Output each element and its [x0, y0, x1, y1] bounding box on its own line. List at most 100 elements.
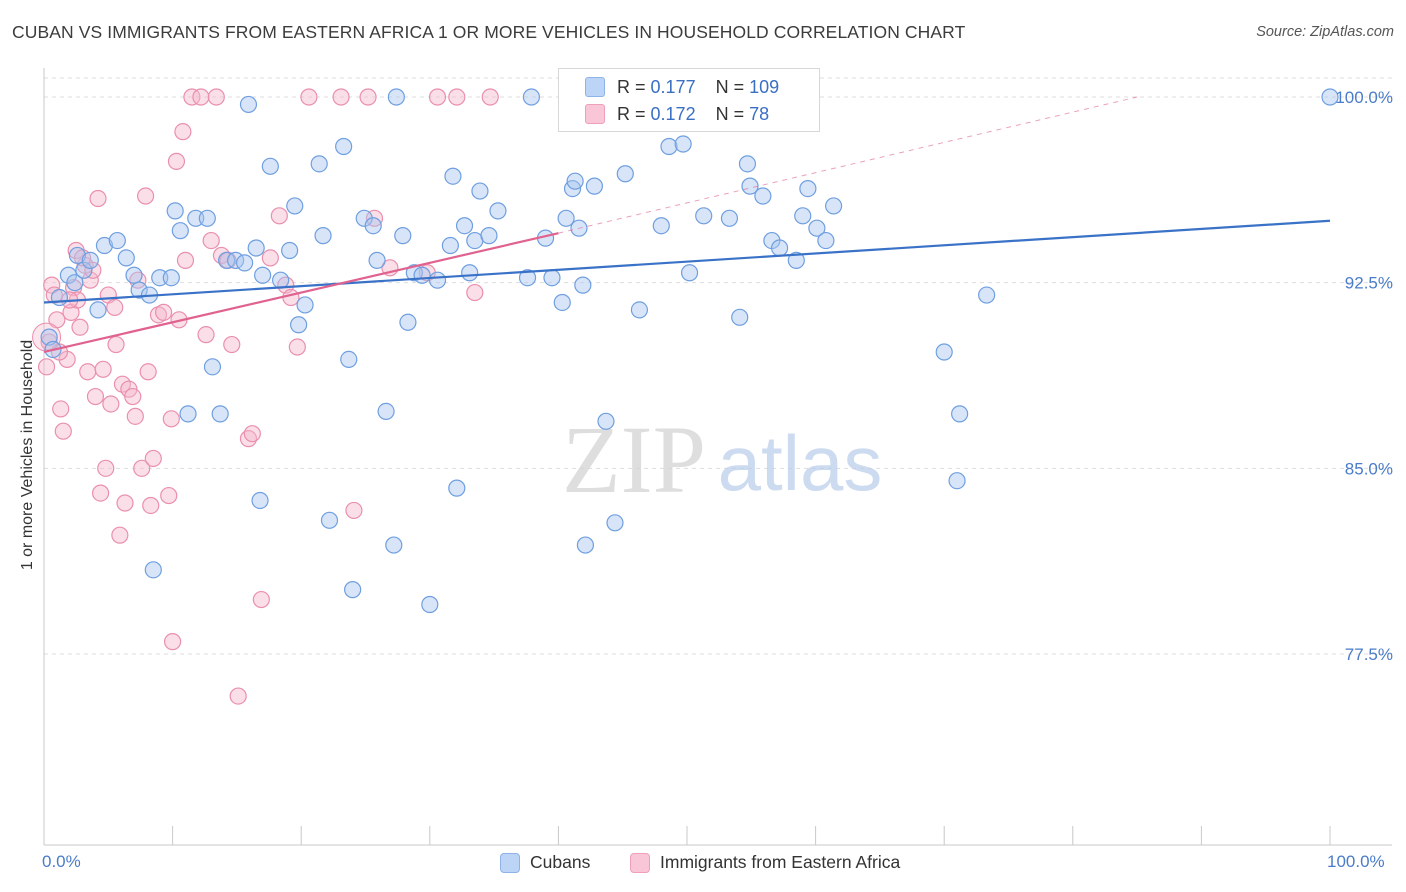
cuban-point-47 [377, 402, 395, 420]
y-tick-label-2: 85.0% [1345, 459, 1393, 478]
eaf-point-61 [282, 288, 300, 307]
eaf-point-53 [223, 335, 241, 354]
cuban-point-12 [125, 266, 143, 284]
cuban-point-22 [198, 209, 216, 227]
cuban-point-95 [794, 207, 812, 225]
eaf-point-71 [448, 88, 466, 106]
cuban-point-98 [817, 231, 835, 250]
cuban-point-101 [948, 472, 966, 490]
eaf-point-30 [124, 387, 142, 406]
cuban-point-102 [951, 405, 969, 423]
n-label-cuban: N = [715, 76, 745, 97]
y-tick-labels: 100.0% 92.5% 85.0% 77.5% [1335, 88, 1393, 664]
cuban-point-6 [75, 261, 93, 279]
cuban-point-20 [179, 405, 197, 423]
eaf-point-18 [89, 189, 107, 208]
cuban-point-60 [461, 264, 479, 282]
eaf-point-26 [111, 526, 129, 544]
cuban-point-103 [978, 286, 996, 304]
cuban-point-45 [364, 217, 382, 235]
eaf-point-74 [164, 633, 182, 651]
eaf-point-40 [160, 486, 178, 505]
eaf-point-35 [139, 363, 157, 381]
cuban-point-8 [89, 301, 107, 319]
stats-text-cuban: R = 0.177 N = 109 [617, 77, 779, 98]
cuban-point-11 [117, 249, 135, 267]
eaf-point-31 [126, 407, 144, 425]
eaf-point-50 [207, 88, 225, 106]
cuban-point-38 [310, 155, 328, 173]
eaf-point-34 [136, 187, 155, 205]
eaf-point-6 [54, 422, 72, 440]
y-tick-label-0: 100.0% [1335, 88, 1393, 107]
cuban-point-2 [50, 288, 69, 307]
cuban-point-10 [108, 231, 126, 250]
cuban-point-75 [576, 536, 595, 554]
cuban-point-83 [660, 137, 678, 156]
eaf-point-58 [261, 249, 279, 267]
cuban-point-93 [770, 239, 789, 257]
eaf-point-2 [43, 276, 61, 294]
cuban-point-29 [247, 239, 265, 257]
eaf-point-64 [332, 88, 350, 106]
cuban-point-63 [480, 227, 498, 245]
cuban-point-18 [166, 202, 184, 220]
eaf-point-66 [359, 88, 377, 106]
n-value-eaf: 78 [749, 103, 770, 124]
cuban-point-96 [799, 179, 817, 198]
cuban-point-43 [344, 581, 362, 599]
eaf-point-46 [183, 88, 201, 106]
source-label: Source: ZipAtlas.com [1256, 24, 1394, 40]
cuban-point-58 [448, 479, 466, 497]
cuban-point-34 [281, 241, 299, 260]
legend-item-eaf[interactable]: Immigrants from Eastern Africa [630, 852, 900, 873]
cuban-point-19 [171, 222, 189, 240]
cuban-point-23 [203, 358, 222, 376]
cuban-point-89 [738, 155, 757, 173]
eaf-point-33 [133, 459, 151, 477]
x-tick-label-max: 100.0% [1327, 852, 1385, 871]
cuban-point-15 [144, 561, 162, 579]
cuban-point-86 [695, 207, 713, 225]
stats-legend: R = 0.177 N = 109 R = 0.172 N = 78 [558, 68, 820, 132]
eaf-point-45 [176, 251, 195, 269]
legend-swatch-cubans [500, 852, 520, 873]
cuban-point-87 [720, 209, 739, 227]
cuban-point-40 [320, 511, 339, 529]
legend-item-cubans[interactable]: Cubans [500, 852, 590, 873]
cuban-point-78 [606, 514, 624, 532]
y-axis-label: 1 or more Vehicles in Household [19, 339, 36, 571]
eaf-point-59 [270, 207, 288, 225]
stats-swatch-eaf [585, 104, 605, 124]
cuban-point-64 [489, 202, 507, 220]
eaf-point-49 [202, 231, 220, 250]
cuban-point-62 [471, 182, 489, 200]
eaf-point-73 [481, 88, 499, 106]
cuban-point-99 [825, 197, 843, 215]
stats-swatch-cuban [585, 77, 605, 97]
eaf-point-72 [466, 283, 484, 302]
eaf-point-20 [94, 360, 112, 378]
cuban-point-91 [754, 187, 772, 205]
cuban-point-49 [387, 88, 405, 106]
cuban-point-50 [394, 227, 412, 245]
cuban-point-37 [296, 296, 314, 314]
eaf-point-39 [154, 303, 173, 321]
eaf-trend-line [43, 232, 559, 354]
cuban-point-84 [674, 135, 692, 153]
cuban-point-28 [239, 95, 258, 114]
cuban-point-79 [616, 165, 634, 183]
eaf-point-41 [162, 410, 180, 428]
n-label-eaf: N = [715, 103, 745, 124]
eaf-point-57 [252, 590, 270, 609]
cuban-point-104 [1321, 88, 1339, 106]
cuban-point-69 [553, 293, 571, 312]
cuban-point-76 [585, 177, 604, 195]
eaf-point-24 [106, 298, 124, 317]
chart-title: CUBAN VS IMMIGRANTS FROM EASTERN AFRICA … [12, 22, 966, 42]
legend-label-cubans: Cubans [530, 852, 591, 872]
cuban-point-4 [66, 274, 84, 292]
cuban-point-5 [68, 246, 87, 265]
eaf-point-16 [84, 261, 102, 279]
